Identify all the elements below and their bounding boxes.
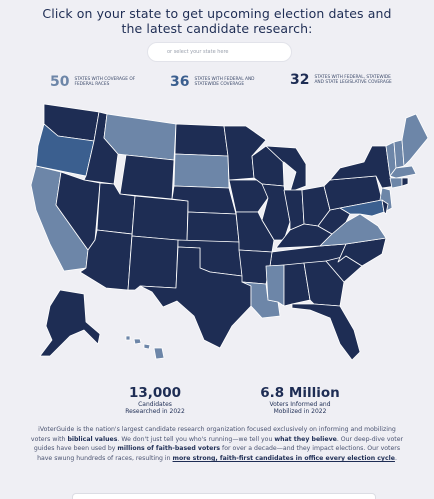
state-kansas[interactable] xyxy=(186,211,240,243)
coverage-federal: 50 STATES WITH COVERAGE OF FEDERAL RACES xyxy=(50,74,152,90)
state-mississippi[interactable] xyxy=(265,264,285,307)
bottom-card xyxy=(72,493,376,499)
heading-line-1: Click on your state to get upcoming elec… xyxy=(42,6,392,21)
coverage-statewide-number: 36 xyxy=(170,74,190,90)
stat-candidates-label-line1: Candidates xyxy=(138,401,172,408)
state-search-input[interactable]: or select your state here xyxy=(147,42,292,62)
heading-line-2: the latest candidate research: xyxy=(121,21,313,36)
about-text-3: . Our deep-dive voter guides have been u… xyxy=(33,435,404,453)
stat-candidates: 13,000 Candidates Researched in 2022 xyxy=(100,385,210,416)
about-text-5: . xyxy=(394,455,397,463)
stat-candidates-label-line2: Researched in 2022 xyxy=(125,408,185,415)
state-north-dakota[interactable] xyxy=(174,123,229,157)
state-alaska[interactable] xyxy=(39,289,101,357)
coverage-federal-number: 50 xyxy=(50,74,70,90)
about-paragraph: iVoterGuide is the nation's largest cand… xyxy=(30,425,404,464)
coverage-legislative-label: STATES WITH FEDERAL, STATEWIDE AND STATE… xyxy=(314,74,392,85)
us-states-map xyxy=(22,96,428,368)
state-connecticut[interactable] xyxy=(389,177,403,189)
page-heading: Click on your state to get upcoming elec… xyxy=(0,6,434,36)
about-text-4: for over a decade—and they impact electi… xyxy=(37,445,401,463)
coverage-stats: 50 STATES WITH COVERAGE OF FEDERAL RACES… xyxy=(0,72,434,94)
state-rhode-island[interactable] xyxy=(401,177,409,187)
state-maine[interactable] xyxy=(401,113,428,167)
state-hawaii[interactable] xyxy=(125,335,165,360)
stat-candidates-number: 13,000 xyxy=(128,385,182,401)
state-south-dakota[interactable] xyxy=(173,153,230,189)
about-bold-what-they-believe: what they believe xyxy=(274,435,337,443)
coverage-statewide-label: STATES WITH FEDERAL AND STATEWIDE COVERA… xyxy=(194,76,255,87)
state-florida[interactable] xyxy=(291,303,361,361)
coverage-legislative: 32 STATES WITH FEDERAL, STATEWIDE AND ST… xyxy=(290,72,392,88)
stat-voters-number: 6.8 Million xyxy=(260,385,340,401)
coverage-statewide: 36 STATES WITH FEDERAL AND STATEWIDE COV… xyxy=(170,74,272,90)
state-colorado[interactable] xyxy=(131,195,189,242)
coverage-federal-label: STATES WITH COVERAGE OF FEDERAL RACES xyxy=(74,76,136,87)
state-texas[interactable] xyxy=(139,246,252,349)
coverage-legislative-number: 32 xyxy=(290,72,310,88)
stat-voters-label-line2: Mobilized in 2022 xyxy=(273,408,327,415)
about-text-2: . We don't just tell you who's running—w… xyxy=(117,435,275,443)
about-text-1: iVoterGuide is the nation's largest cand… xyxy=(30,426,396,443)
state-delaware[interactable] xyxy=(381,199,389,215)
about-bold-faith-based-voters: millions of faith-based voters xyxy=(117,445,221,453)
state-louisiana[interactable] xyxy=(241,281,281,319)
about-bold-biblical-values: biblical values xyxy=(67,435,118,443)
state-new-mexico[interactable] xyxy=(127,235,179,291)
state-wyoming[interactable] xyxy=(119,154,175,200)
stat-voters-label-line1: Voters Informed and xyxy=(269,401,331,408)
state-alabama[interactable] xyxy=(283,262,311,307)
stat-voters: 6.8 Million Voters Informed and Mobilize… xyxy=(240,385,360,416)
about-link-faith-first[interactable]: more strong, faith-first candidates in o… xyxy=(172,455,395,463)
state-missouri[interactable] xyxy=(235,211,275,253)
